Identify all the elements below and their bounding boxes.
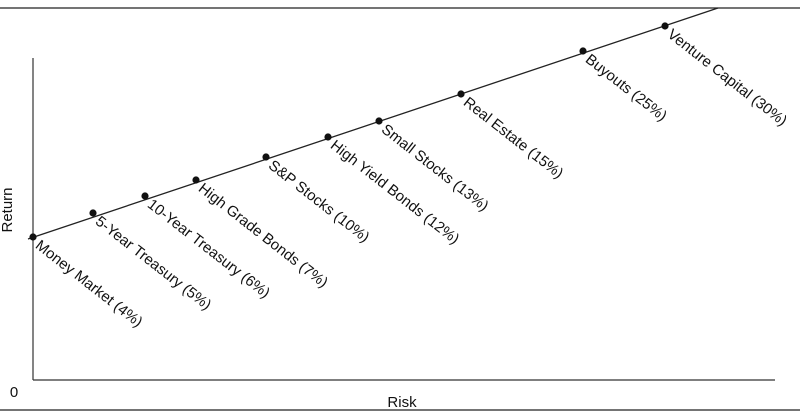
origin-label: 0	[10, 384, 18, 401]
point	[457, 90, 465, 98]
point	[579, 47, 587, 55]
point	[661, 22, 669, 30]
x-axis-label: Risk	[387, 394, 417, 411]
point	[262, 153, 270, 161]
risk-return-line	[27, 7, 719, 240]
y-axis-label: Return	[0, 187, 16, 232]
point-label: Buyouts (25%)	[582, 51, 670, 125]
point	[29, 233, 37, 241]
point	[89, 209, 97, 217]
point	[192, 176, 200, 184]
point-label: Venture Capital (30%)	[664, 26, 790, 130]
point	[141, 192, 149, 200]
point-label: Real Estate (15%)	[460, 94, 566, 182]
point	[375, 117, 383, 125]
point-label: 10-Year Treasury (6%)	[144, 196, 273, 302]
point	[324, 133, 332, 141]
